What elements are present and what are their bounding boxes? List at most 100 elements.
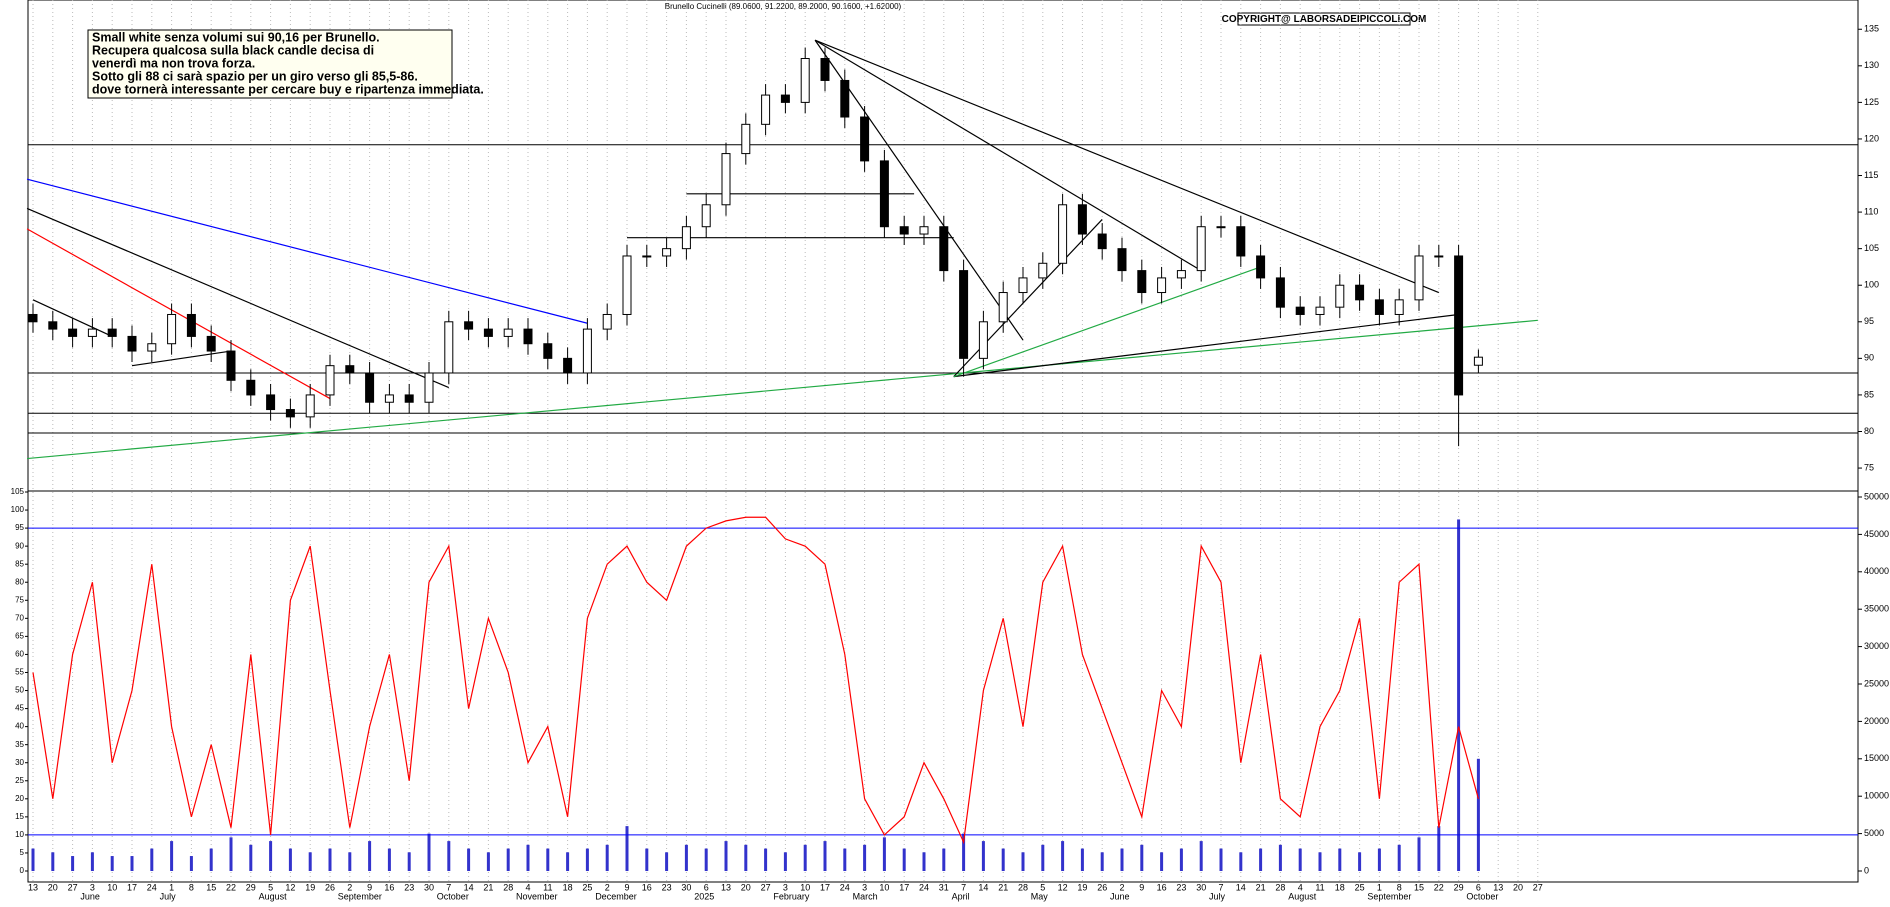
x-tick-label: 13 [28, 882, 38, 892]
osc-tick-label: 95 [15, 523, 24, 532]
osc-tick-label: 45 [15, 704, 24, 713]
x-tick-label: 11 [543, 882, 552, 892]
candle-body [919, 226, 929, 235]
month-label: August [1288, 891, 1317, 901]
candle-body [107, 328, 117, 337]
annotation-box [87, 29, 453, 99]
x-tick-label: 24 [919, 882, 929, 892]
y-tick-label: 120 [1864, 133, 1879, 143]
y-tick-label: 95 [1864, 316, 1874, 326]
volume-bar [783, 852, 787, 871]
volume-bar [1417, 837, 1421, 871]
x-tick-label: 29 [1454, 882, 1464, 892]
candle-body [1196, 226, 1206, 272]
y-tick-label: 135 [1864, 24, 1879, 34]
x-tick-label: 4 [525, 882, 530, 892]
volume-bar [368, 841, 372, 871]
volume-bar [823, 841, 827, 871]
x-tick-label: 28 [1018, 882, 1028, 892]
candle-body [384, 394, 394, 403]
candle-body [1394, 299, 1404, 315]
x-tick-label: 3 [90, 882, 95, 892]
x-tick-label: 21 [1256, 882, 1266, 892]
x-tick-label: 5 [1040, 882, 1045, 892]
month-label: October [1466, 891, 1498, 901]
copyright-box [1237, 12, 1411, 26]
candle-body [879, 160, 889, 228]
candle-body [642, 255, 652, 258]
x-tick-label: 9 [367, 882, 372, 892]
candle-body [246, 379, 256, 396]
candle-body [1077, 204, 1087, 235]
month-label: August [259, 891, 288, 901]
x-tick-label: 27 [68, 882, 78, 892]
candle-body [582, 328, 592, 374]
volume-tick-label: 25000 [1864, 678, 1889, 688]
candle-body [701, 204, 711, 228]
candle-body [1434, 255, 1444, 258]
volume-bar [1278, 844, 1282, 871]
volume-bar [1100, 852, 1104, 871]
y-tick-label: 115 [1864, 170, 1878, 180]
x-tick-label: 8 [189, 882, 194, 892]
volume-bar [150, 848, 154, 871]
month-label: December [595, 891, 637, 901]
candle-body [1374, 299, 1384, 315]
volume-bar [803, 844, 807, 871]
volume-bar [1259, 848, 1263, 871]
volume-bar [922, 852, 926, 871]
y-tick-label: 100 [1864, 280, 1879, 290]
candle-body [800, 58, 810, 103]
candle-body [464, 321, 474, 330]
x-tick-label: 23 [404, 882, 414, 892]
volume-bar [684, 844, 688, 871]
x-tick-label: 26 [325, 882, 335, 892]
volume-bar [1219, 848, 1223, 871]
candle-body [1315, 306, 1325, 315]
volume-bar [665, 852, 669, 871]
y-tick-label: 85 [1864, 389, 1874, 399]
candle-body [523, 328, 533, 345]
x-tick-label: 16 [642, 882, 652, 892]
candle-body [365, 372, 375, 403]
x-tick-label: 1 [1377, 882, 1382, 892]
volume-tick-label: 20000 [1864, 716, 1889, 726]
month-label: July [1209, 891, 1226, 901]
y-tick-label: 125 [1864, 97, 1879, 107]
osc-tick-label: 80 [15, 577, 24, 586]
candle-body [424, 372, 434, 403]
annotation-line: venerdì ma non trova forza. [92, 56, 255, 70]
x-tick-label: 27 [761, 882, 771, 892]
candle-body [543, 343, 553, 359]
x-tick-label: 21 [483, 882, 493, 892]
x-tick-label: 3 [783, 882, 788, 892]
volume-bar [110, 856, 114, 871]
volume-bar [249, 844, 253, 871]
volume-bar [467, 848, 471, 871]
volume-bar [348, 852, 352, 871]
volume-bar [526, 844, 530, 871]
candle-body [147, 343, 157, 352]
x-tick-label: 22 [226, 882, 236, 892]
osc-tick-label: 60 [15, 650, 24, 659]
candle-body [285, 409, 295, 418]
month-label: February [773, 891, 810, 901]
candle-body [1454, 255, 1464, 396]
volume-tick-label: 50000 [1864, 491, 1889, 501]
x-tick-label: 16 [384, 882, 394, 892]
x-tick-label: 16 [1157, 882, 1167, 892]
osc-tick-label: 20 [15, 794, 24, 803]
x-tick-label: 19 [1077, 882, 1087, 892]
volume-tick-label: 5000 [1864, 828, 1884, 838]
candle-body [87, 328, 97, 337]
volume-bar [1377, 848, 1381, 871]
candle-body [1256, 255, 1266, 279]
trendline [26, 228, 331, 400]
volume-bar [1021, 852, 1025, 871]
candle-body [1117, 248, 1127, 272]
candle-body [266, 394, 276, 411]
volume-bar [90, 852, 94, 871]
annotation-line: Recupera qualcosa sulla black candle dec… [92, 43, 374, 57]
